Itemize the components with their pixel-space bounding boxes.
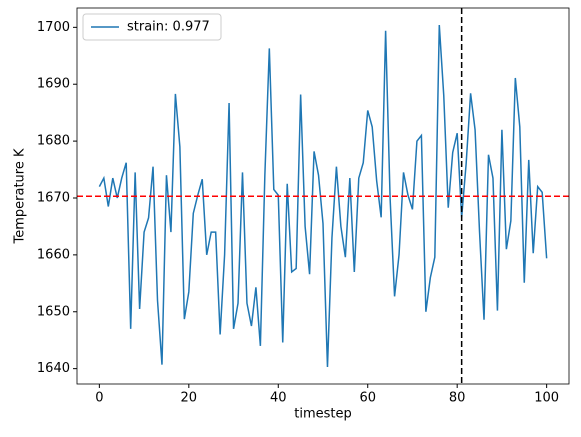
x-axis-label: timestep xyxy=(294,407,352,422)
y-tick-label: 1660 xyxy=(37,247,70,262)
y-tick-label: 1680 xyxy=(37,134,70,149)
y-tick-label: 1700 xyxy=(37,20,70,35)
y-axis-label: Temperature K xyxy=(13,148,28,244)
data-line xyxy=(98,25,548,367)
x-tick-label: 80 xyxy=(449,391,466,406)
y-tick-label: 1690 xyxy=(37,77,70,92)
legend-box xyxy=(82,13,222,41)
y-tick-label: 1640 xyxy=(37,361,70,376)
legend-label: strain: 0.977 xyxy=(127,20,210,35)
x-tick-label: 20 xyxy=(181,391,198,406)
x-tick-label: 100 xyxy=(534,391,559,406)
y-tick-label: 1670 xyxy=(37,190,70,205)
x-tick-label: 60 xyxy=(359,391,376,406)
plot-frame xyxy=(76,7,570,385)
y-tick-label: 1650 xyxy=(37,304,70,319)
x-tick-label: 0 xyxy=(95,391,103,406)
x-tick-label: 40 xyxy=(270,391,287,406)
